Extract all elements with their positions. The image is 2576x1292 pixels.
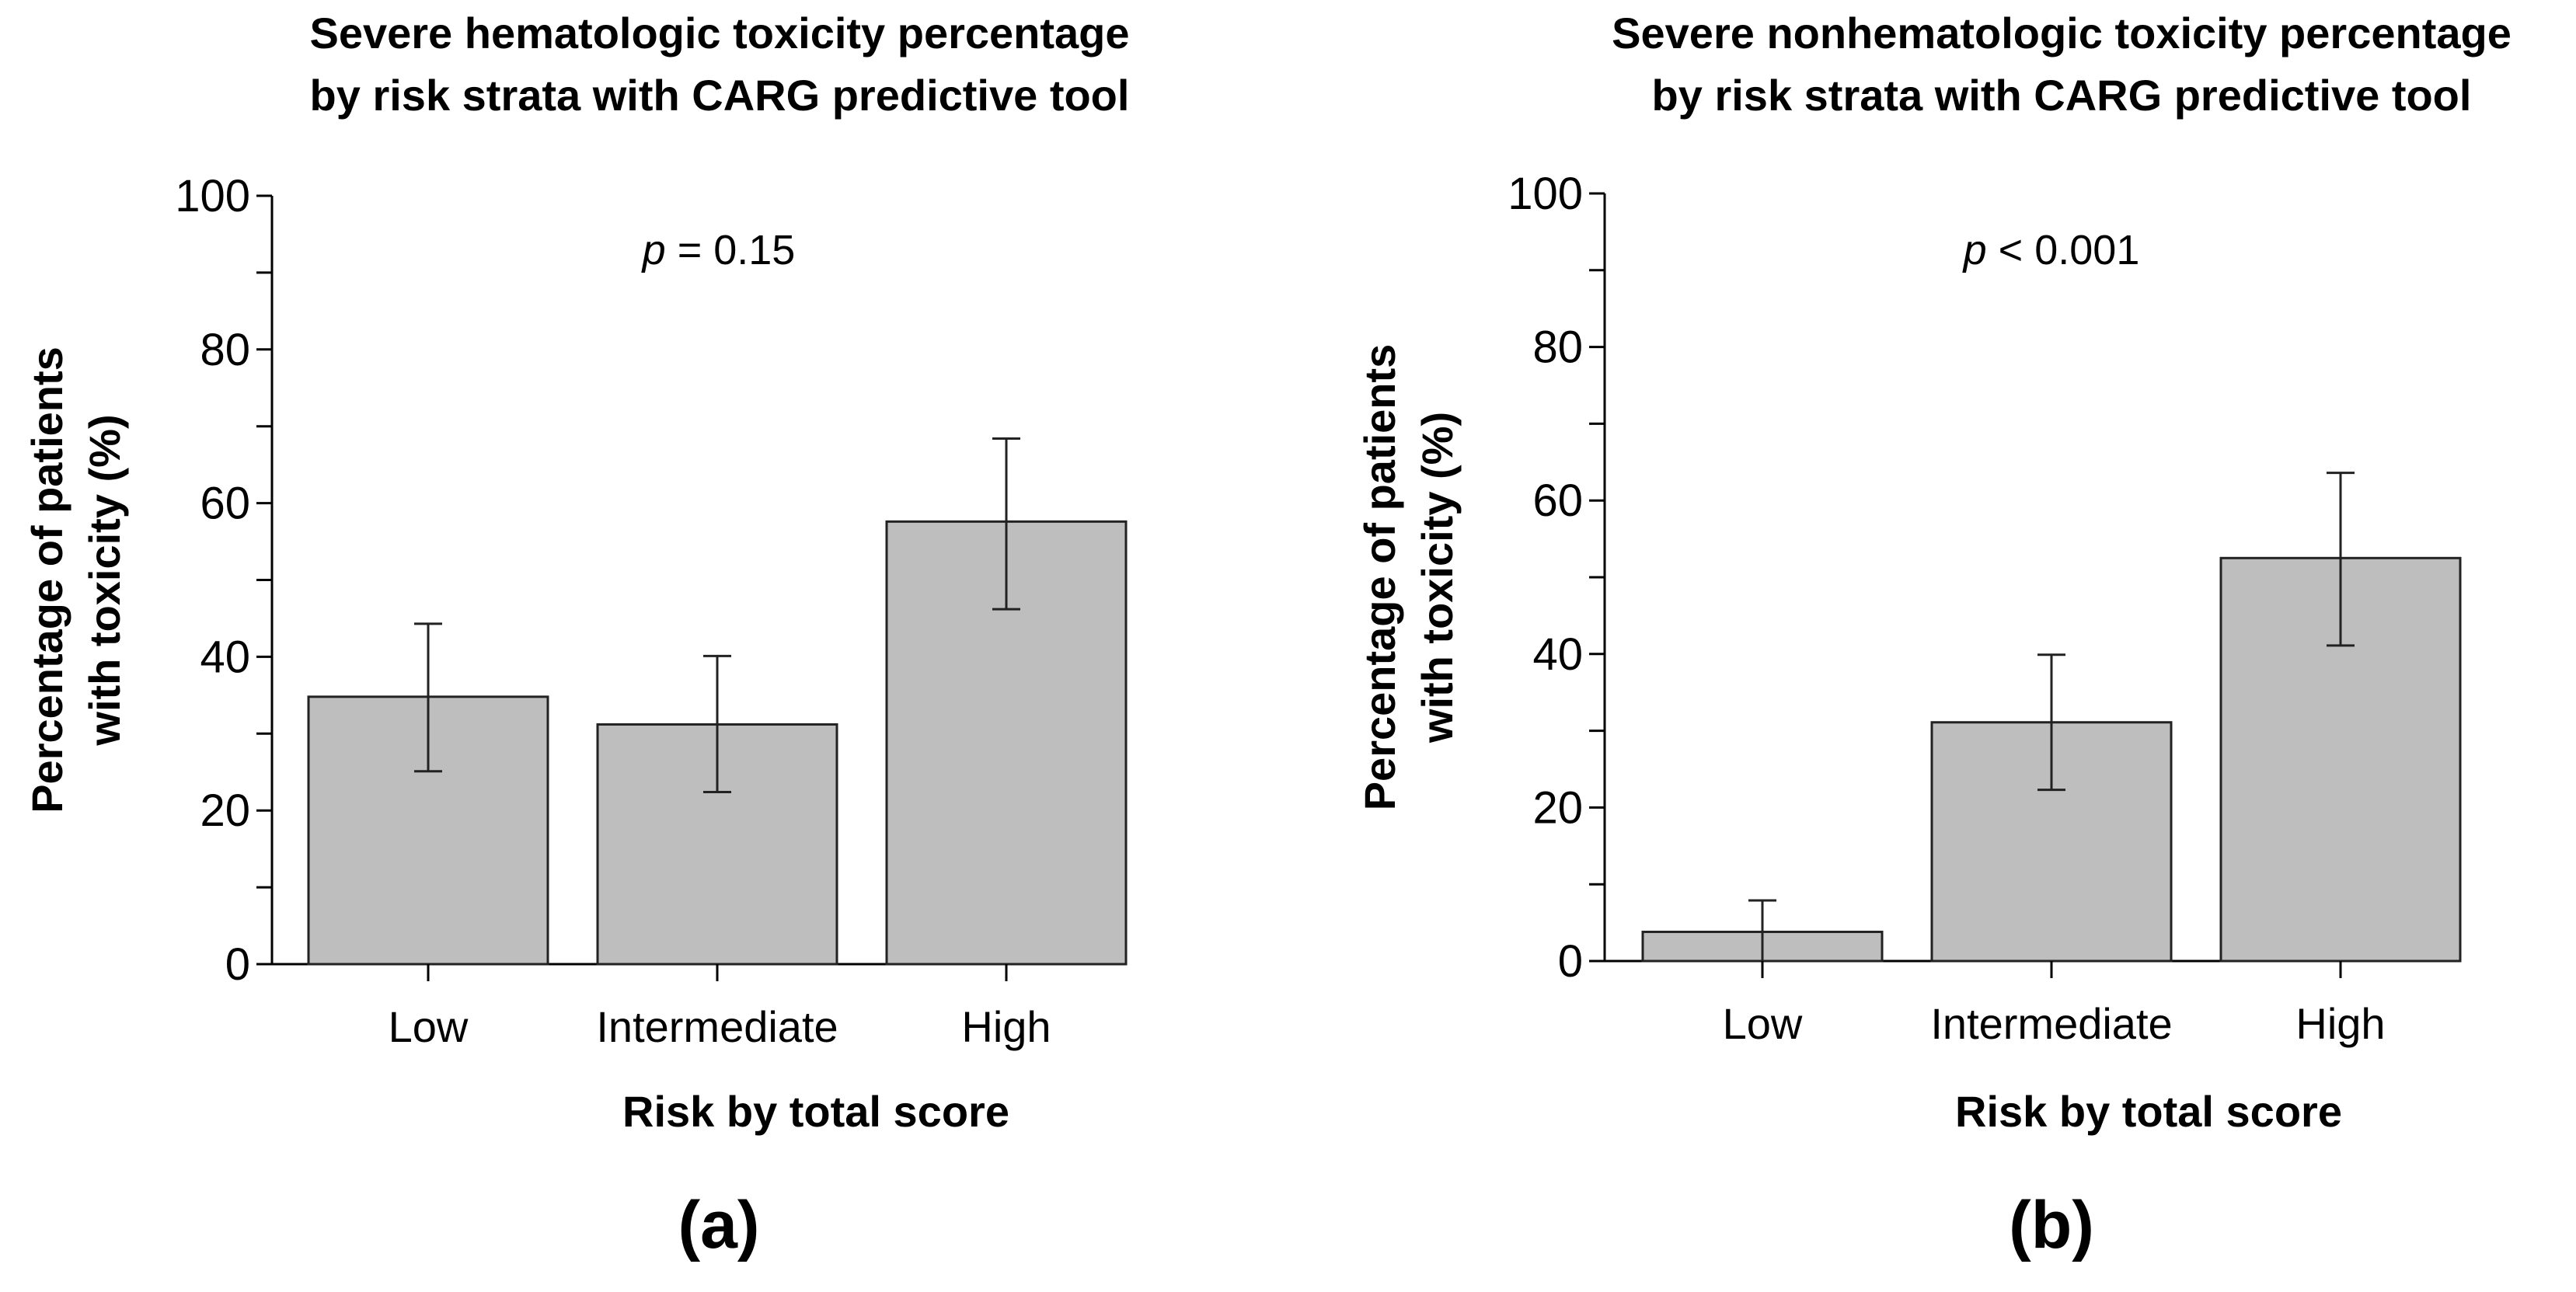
p-value: < 0.001 [1987, 227, 2140, 273]
y-tick-label: 60 [200, 479, 250, 529]
chart-panel-1: Severe hematologic toxicity percentage by… [23, 9, 1130, 1262]
x-tick-label: High [961, 1002, 1051, 1051]
y-tick-label: 100 [1508, 169, 1583, 219]
y-tick-label: 60 [1532, 475, 1583, 526]
chart-title: by risk strata with CARG predictive tool [1652, 71, 2472, 120]
chart-title: by risk strata with CARG predictive tool [310, 71, 1130, 120]
p-value-annotation: p = 0.15 [641, 227, 796, 273]
x-tick-label: High [2295, 999, 2385, 1048]
error-bar-low [414, 622, 442, 773]
y-axis-label-line: with toxicity (%) [80, 414, 129, 746]
x-tick-label: Intermediate [596, 1002, 838, 1051]
error-bar-low [1748, 899, 1776, 961]
y-tick-label: 80 [200, 325, 250, 375]
y-tick-label: 20 [1532, 782, 1583, 833]
y-tick-label: 0 [1558, 936, 1583, 987]
error-bar-high [992, 437, 1020, 611]
y-tick-label: 80 [1532, 322, 1583, 373]
panel-label: (a) [678, 1188, 759, 1262]
p-value: = 0.15 [666, 227, 796, 273]
error-bar-high [2327, 472, 2355, 647]
y-tick-label: 20 [200, 785, 250, 836]
p-symbol: p [1962, 227, 1987, 273]
y-tick-label: 40 [1532, 629, 1583, 680]
p-value-annotation: p < 0.001 [1962, 227, 2140, 273]
x-tick-label: Low [389, 1002, 469, 1051]
error-bar-intermediate [703, 654, 731, 793]
chart-title: Severe nonhematologic toxicity percentag… [1612, 9, 2512, 57]
y-tick-label: 100 [175, 171, 250, 221]
x-axis-label: Risk by total score [622, 1087, 1009, 1136]
y-tick-label: 0 [225, 939, 250, 990]
y-axis-label-line: with toxicity (%) [1413, 412, 1462, 744]
y-tick-label: 40 [200, 632, 250, 682]
y-axis-label: Percentage of patients with toxicity (%) [1355, 344, 1462, 811]
x-axis-label: Risk by total score [1955, 1087, 2342, 1136]
x-tick-label: Intermediate [1930, 999, 2172, 1048]
error-bar-intermediate [2037, 653, 2065, 792]
chart-title: Severe hematologic toxicity percentage [309, 9, 1129, 57]
chart-panel-2: Severe nonhematologic toxicity percentag… [1355, 9, 2512, 1262]
x-tick-label: Low [1723, 999, 1803, 1048]
y-axis-label-line: Percentage of patients [1355, 344, 1404, 811]
y-axis-label: Percentage of patients with toxicity (%) [23, 347, 129, 813]
y-axis-label-line: Percentage of patients [23, 347, 71, 813]
p-symbol: p [641, 227, 666, 273]
panel-label: (b) [2009, 1188, 2094, 1262]
